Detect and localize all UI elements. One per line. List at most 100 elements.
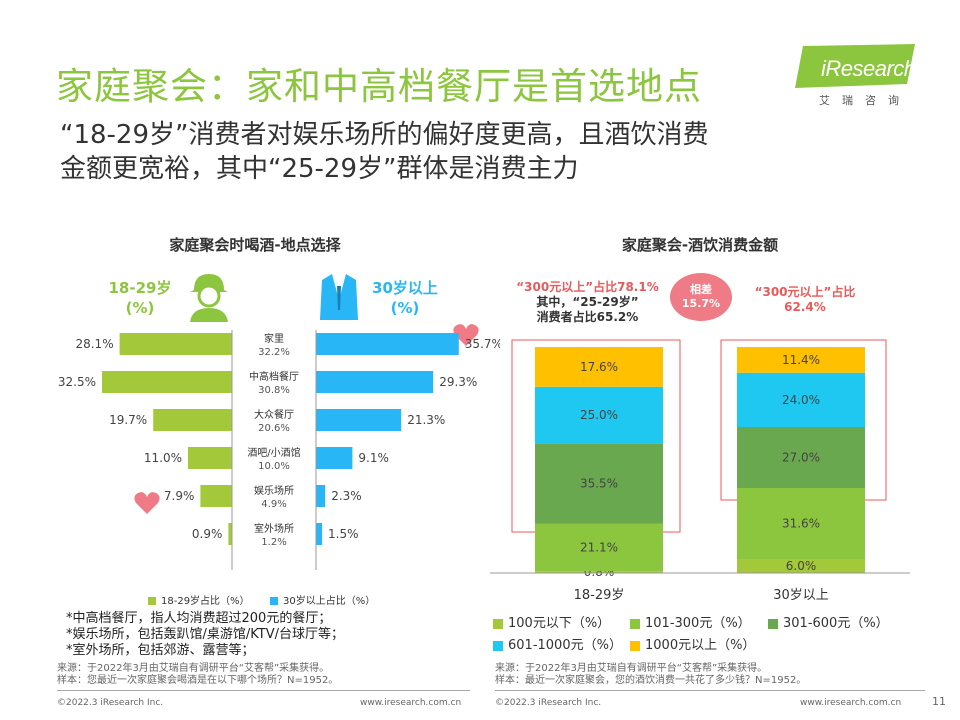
segment-label: 31.6%	[782, 517, 820, 531]
page-number: 11	[932, 695, 946, 708]
segment-label: 25.0%	[580, 408, 618, 422]
bar-30-plus	[316, 409, 402, 431]
legend-18-29: 18-29岁占比（%）	[148, 592, 250, 607]
stacked-segment	[535, 523, 663, 572]
legend-601-1000: 601-1000元（%）	[493, 634, 622, 653]
age-left-line1: 18-29岁	[108, 279, 172, 297]
logo-shape-icon	[795, 44, 915, 88]
value-label-18-29: 0.9%	[192, 527, 223, 541]
right-source: 来源：于2022年3月由艾瑞自有调研平台“艾客帮”采集获得。 样本：最近一次家庭…	[495, 663, 806, 687]
left-source-line1: 来源：于2022年3月由艾瑞自有调研平台“艾客帮”采集获得。	[57, 663, 330, 674]
legend-label: 601-1000元（%）	[508, 638, 622, 653]
overall-label: 32.2%	[258, 347, 290, 358]
legend-swatch	[630, 618, 640, 629]
note-right: “300元以上”占比 62.4%	[740, 285, 870, 315]
left-source: 来源：于2022年3月由艾瑞自有调研平台“艾客帮”采集获得。 样本：您最近一次家…	[57, 663, 338, 687]
legend-swatch	[493, 618, 503, 629]
legend-label: 101-300元（%）	[645, 616, 751, 631]
page-subtitle: “18-29岁”消费者对娱乐场所的偏好度更高，且酒饮消费 金额更宽裕，其中“25…	[60, 118, 709, 186]
bar-30-plus	[316, 447, 353, 469]
note-left: “300元以上”占比78.1% 其中，“25-29岁” 消费者占比65.2%	[505, 280, 670, 325]
right-source-line2: 样本：最近一次家庭聚会，您的酒饮消费一共花了多少钱？N=1952。	[495, 675, 807, 686]
iresearch-logo: iResearch 艾瑞咨询	[795, 44, 917, 112]
footnote-2: *娱乐场所，包括轰趴馆/桌游馆/KTV/台球厅等；	[66, 627, 344, 642]
stacked-segment	[535, 443, 663, 524]
age-right-line1: 30岁以上	[372, 279, 438, 297]
logo-wordmark: iResearch	[821, 56, 916, 81]
left-chart-title: 家庭聚会时喝酒-地点选择	[169, 236, 341, 254]
category-label: 大众餐厅	[254, 408, 294, 421]
young-person-icon	[190, 274, 228, 322]
overall-label: 30.8%	[258, 385, 290, 396]
overall-label: 20.6%	[258, 423, 290, 434]
value-label-30-plus: 1.5%	[328, 527, 359, 541]
value-label-30-plus: 2.3%	[331, 489, 362, 503]
value-label-30-plus: 9.1%	[358, 451, 389, 465]
value-label-18-29: 28.1%	[75, 337, 113, 351]
legend-swatch	[630, 640, 640, 651]
legend-30-plus: 30岁以上占比（%）	[270, 592, 375, 607]
value-label-30-plus: 21.3%	[407, 413, 445, 427]
legend-301-600: 301-600元（%）	[768, 612, 889, 631]
stacked-segment	[535, 386, 663, 444]
stacked-segment	[737, 559, 865, 573]
bar-18-29	[228, 523, 232, 545]
value-label-18-29: 7.9%	[164, 489, 195, 503]
category-label: 酒吧/小酒馆	[247, 446, 300, 459]
note-right-line2: 62.4%	[784, 300, 826, 314]
bar-18-29	[200, 485, 232, 507]
bar-18-29	[102, 371, 232, 393]
difference-bubble: 相差 15.7%	[670, 273, 732, 321]
note-right-line1: “300元以上”占比	[754, 285, 856, 299]
segment-label: 27.0%	[782, 451, 820, 465]
right-source-line1: 来源：于2022年3月由艾瑞自有调研平台“艾客帮”采集获得。	[495, 663, 768, 674]
category-axis-label: 30岁以上	[773, 588, 829, 600]
value-label-30-plus: 35.7%	[465, 337, 500, 351]
bar-18-29	[188, 447, 232, 469]
segment-label: 24.0%	[782, 393, 820, 407]
segment-label: 6.0%	[786, 559, 817, 573]
page-title: 家庭聚会：家和中高档餐厅是首选地点	[56, 65, 702, 108]
overall-label: 4.9%	[261, 499, 286, 510]
bar-18-29	[119, 333, 232, 355]
stacked-segment	[535, 347, 663, 387]
subtitle-line-2: 金额更宽裕，其中“25-29岁”群体是消费主力	[60, 154, 579, 184]
legend-label: 301-600元（%）	[783, 616, 889, 631]
age-left-line2: (%)	[125, 299, 155, 317]
footer-copyright-left: ©2022.3 iResearch Inc.	[57, 698, 164, 708]
value-label-18-29: 32.5%	[58, 375, 96, 389]
age-right-line2: (%)	[390, 299, 420, 317]
overall-label: 10.0%	[258, 461, 290, 472]
category-label: 娱乐场所	[254, 484, 294, 497]
age-label-30-plus: 30岁以上 (%)	[360, 278, 450, 318]
legend-over-1000: 1000元以上（%）	[630, 634, 755, 653]
heart-icon	[134, 492, 160, 514]
footer-divider-left	[57, 690, 470, 691]
legend-under-100: 100元以下（%）	[493, 612, 610, 631]
category-label: 室外场所	[254, 522, 294, 535]
value-label-18-29: 11.0%	[144, 451, 182, 465]
bar-18-29	[153, 409, 232, 431]
legend-swatch-blue	[270, 597, 278, 605]
segment-label: 11.4%	[782, 353, 820, 367]
footer-divider-right	[495, 690, 925, 691]
legend-swatch-green	[148, 597, 156, 605]
diff-line1: 相差	[690, 283, 712, 296]
spending-amount-chart: 0.8%21.1%35.5%25.0%17.6%18-29岁6.0%31.6%2…	[490, 339, 910, 600]
stacked-segment	[737, 347, 865, 373]
stacked-segment	[737, 427, 865, 489]
age-label-18-29: 18-29岁 (%)	[95, 278, 185, 318]
stacked-segment	[737, 488, 865, 560]
subtitle-line-1: “18-29岁”消费者对娱乐场所的偏好度更高，且酒饮消费	[60, 120, 709, 150]
footnote-1: *中高档餐厅，指人均消费超过200元的餐厅；	[66, 611, 332, 626]
left-source-line2: 样本：您最近一次家庭聚会喝酒是在以下哪个场所？N=1952。	[57, 675, 339, 686]
bar-30-plus	[316, 371, 434, 393]
stacked-segment	[737, 372, 865, 428]
category-label: 中高档餐厅	[249, 370, 299, 383]
category-axis-label: 18-29岁	[574, 588, 625, 600]
bar-30-plus	[316, 333, 459, 355]
footer-url-left: www.iresearch.com.cn	[360, 698, 462, 708]
legend-label: 1000元以上（%）	[645, 638, 756, 653]
footer-copyright-right: ©2022.3 iResearch Inc.	[495, 698, 602, 708]
location-choice-chart: 28.1% 35.7% 家里 32.2% 32.5% 29.3% 中高档餐厅 30.8% 19.…	[58, 330, 500, 570]
